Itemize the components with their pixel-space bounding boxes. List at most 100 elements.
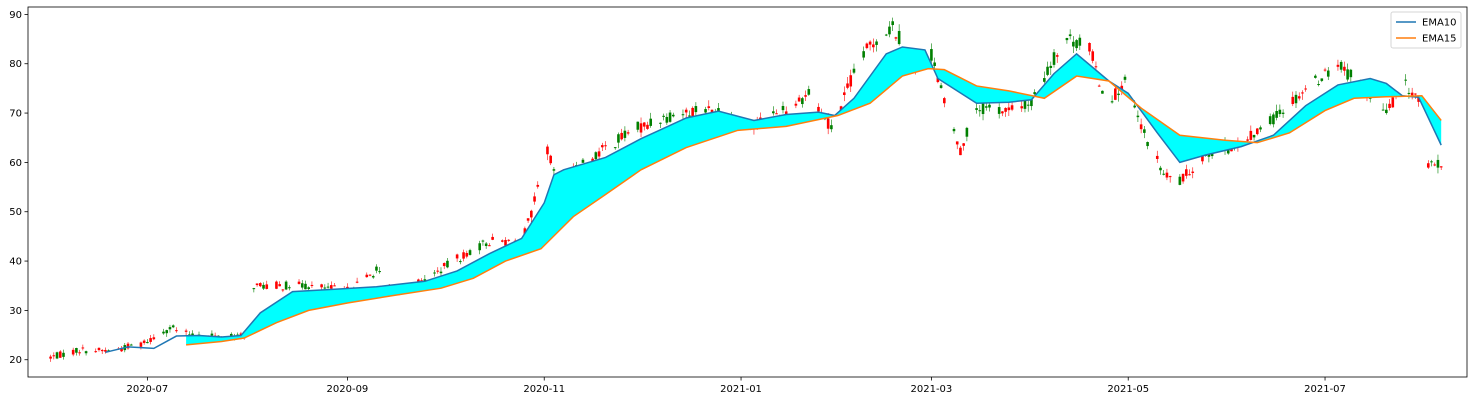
candle-body-up [636,121,640,130]
candle-body-up [862,51,865,58]
candle-body-up [930,49,933,61]
candle-body-down [488,245,491,247]
candle-body-up [1317,84,1320,86]
candle-body-down [1230,148,1233,152]
candle-body-up [897,30,901,45]
candle-body-up [84,351,88,354]
candle-body-down [797,97,801,102]
candle-body-up [952,128,956,132]
plot-frame [27,6,1468,378]
candle-body-up [965,127,969,137]
candle-body-down [175,330,178,332]
axes-layer: 20 30 40 50 60 70 80 90 2020-07 2020-09 2020-11 202… [9,6,1468,395]
candle-body-up [1275,111,1278,118]
candle-body-down [465,252,469,257]
candle-body-down [139,342,143,347]
candle-body-up [975,108,978,110]
candle-body-down [1114,88,1117,100]
candle-body-down [1007,107,1011,111]
candle-body-down [142,340,146,343]
candle-body-up [772,111,775,114]
candle-body-up [146,342,149,344]
candle-body-down [1414,93,1417,95]
candle-body-up [1349,69,1353,78]
candle-body-up [681,114,685,116]
candle-body-up [981,102,985,115]
candle-body-up [1178,176,1182,185]
candle-body-down [817,106,820,112]
candle-body-down [549,155,552,164]
candle-body-down [71,349,75,355]
candle-body-down [962,143,965,146]
candle-body-down [1201,156,1204,162]
candle-body-up [300,283,304,288]
candle-body-down [310,284,314,286]
candle-body-up [984,106,988,108]
y-tick-label: 90 [9,10,22,21]
candle-body-down [1155,155,1159,159]
candle-body-down [691,107,694,117]
candlestick-layer [49,17,1443,362]
candle-body-up [1101,90,1104,94]
candle-body-down [710,109,714,113]
candle-body-down [436,270,440,272]
candle-body-down [149,338,152,342]
candle-body-down [184,330,188,332]
candle-body-down [959,147,962,156]
y-tick-label: 20 [9,355,22,366]
candle-body-down [842,92,846,96]
legend-label-ema15: EMA15 [1422,34,1457,45]
candle-body-down [1091,51,1095,61]
candle-body-up [933,62,936,66]
candle-body-down [775,113,778,115]
candle-body-up [446,260,449,268]
candle-body-up [1072,41,1075,47]
candle-body-up [1068,34,1072,37]
candle-body-up [484,243,488,247]
candle-body-up [1133,105,1136,108]
candle-body-down [442,263,446,267]
candle-body-down [943,98,946,104]
candle-body-down [894,37,898,39]
candle-body-up [1430,161,1433,163]
candle-body-up [1268,116,1272,125]
candle-body-up [481,240,485,242]
ema-lines-layer [105,46,1442,354]
candle-body-up [323,287,327,289]
candle-body-down [626,132,630,134]
candle-body-down [620,132,623,140]
candle-body-down [275,281,278,289]
candle-body-down [81,347,85,349]
x-tick-label: 2020-07 [126,384,168,395]
candle-body-up [1294,94,1298,104]
candle-body-up [830,125,833,130]
candle-body-down [1433,164,1437,166]
candle-body-up [168,327,172,330]
x-tick-label: 2021-05 [1107,384,1149,395]
candle-body-down [120,348,123,352]
candle-body-up [665,116,669,123]
candle-body-up [468,250,472,255]
y-tick-label: 50 [9,207,22,218]
candle-body-up [1143,129,1146,133]
candle-body-up [552,169,556,171]
candle-body-up [807,89,811,95]
candle-body-up [801,98,804,105]
candle-body-up [229,333,233,337]
candle-body-down [1439,166,1443,168]
candle-body-down [646,124,649,129]
candle-body-down [265,284,269,289]
candle-body-up [1281,112,1285,114]
candle-body-up [1065,38,1069,41]
candle-body-down [329,285,333,289]
candle-body-down [526,218,530,221]
candle-body-up [252,288,256,290]
candle-body-down [1097,85,1101,87]
ema-fill-area [186,46,1442,345]
candle-body-down [839,106,843,112]
candle-body-up [1136,115,1140,118]
candle-body-up [1339,61,1343,70]
candle-body-down [1291,96,1295,105]
